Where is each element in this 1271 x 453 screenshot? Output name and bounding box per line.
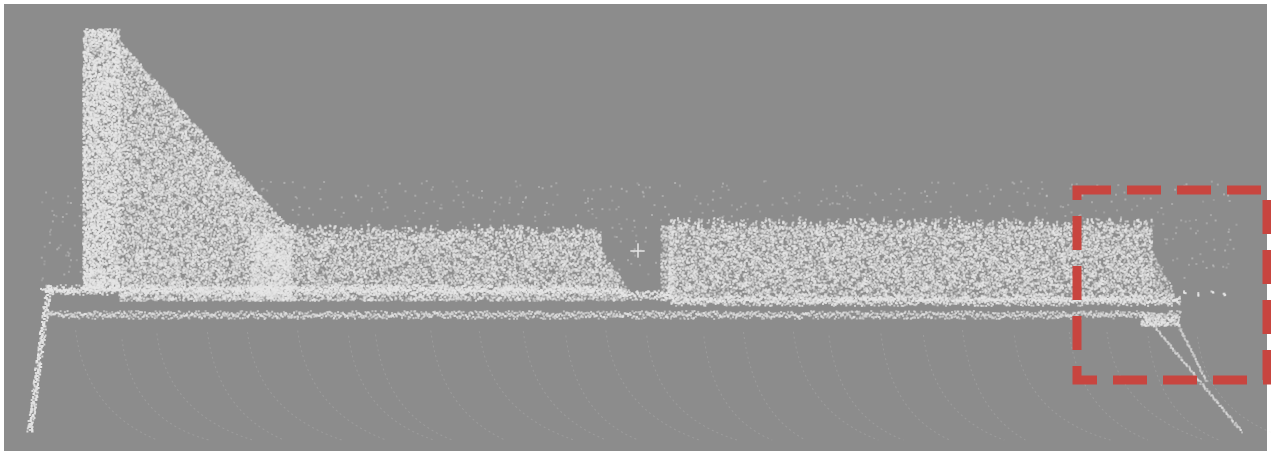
point-cloud-figure — [0, 0, 1271, 453]
point-cloud-canvas — [0, 0, 1271, 453]
